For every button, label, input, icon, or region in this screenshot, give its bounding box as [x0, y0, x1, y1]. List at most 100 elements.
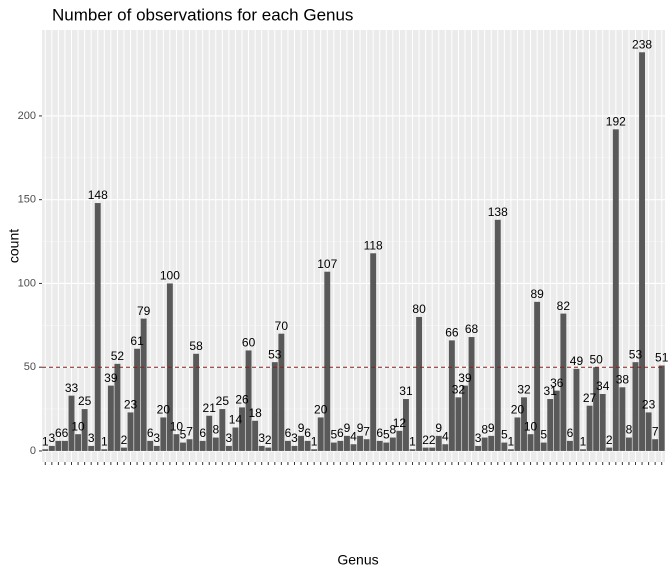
value-label: 6 — [199, 426, 206, 440]
value-label: 3 — [475, 431, 482, 445]
value-label: 18 — [248, 406, 262, 420]
bar — [245, 350, 252, 451]
bar — [389, 437, 396, 451]
bar — [560, 313, 567, 451]
value-label: 14 — [229, 413, 243, 427]
value-label: 70 — [275, 319, 289, 333]
value-label: 4 — [442, 429, 449, 443]
value-label: 8 — [390, 423, 397, 437]
value-label: 192 — [606, 115, 626, 129]
bar — [501, 442, 508, 451]
bar — [311, 449, 318, 451]
bar — [212, 437, 219, 451]
chart-title: Number of observations for each Genus — [52, 5, 353, 24]
value-label: 80 — [412, 302, 426, 316]
value-label: 20 — [157, 403, 171, 417]
value-label: 6 — [55, 426, 62, 440]
bar — [442, 444, 449, 451]
value-label: 8 — [212, 423, 219, 437]
value-label: 3 — [258, 431, 265, 445]
y-tick-label: 50 — [24, 361, 36, 373]
value-label: 20 — [314, 403, 328, 417]
value-label: 9 — [344, 421, 351, 435]
value-label: 2 — [606, 433, 613, 447]
value-label: 34 — [596, 379, 610, 393]
value-label: 21 — [203, 401, 217, 415]
bar — [599, 393, 606, 451]
value-label: 138 — [488, 205, 508, 219]
value-label: 5 — [540, 428, 547, 442]
bar — [291, 445, 298, 451]
bar — [455, 397, 462, 451]
bar — [160, 417, 167, 451]
bar — [134, 348, 141, 451]
bar — [586, 405, 593, 451]
value-label: 39 — [458, 371, 472, 385]
value-label: 5 — [180, 428, 187, 442]
value-label: 6 — [62, 426, 69, 440]
value-label: 32 — [517, 383, 531, 397]
bar — [206, 415, 213, 451]
value-label: 23 — [124, 398, 138, 412]
bar — [271, 362, 278, 451]
bar — [147, 440, 154, 451]
value-label: 66 — [445, 326, 459, 340]
value-label: 3 — [291, 431, 298, 445]
value-label: 25 — [216, 394, 230, 408]
bar — [232, 427, 239, 451]
x-axis-title: Genus — [337, 552, 378, 568]
bar — [284, 440, 291, 451]
value-label: 36 — [550, 376, 564, 390]
bar — [462, 385, 468, 451]
value-label: 9 — [435, 421, 442, 435]
bar — [55, 440, 62, 451]
bar — [534, 301, 541, 451]
y-tick-label: 150 — [18, 194, 36, 206]
bar — [645, 412, 652, 451]
bar — [363, 439, 370, 451]
bar — [94, 203, 101, 451]
value-label: 8 — [481, 423, 488, 437]
value-label: 2 — [265, 433, 272, 447]
bar — [521, 397, 527, 451]
value-label: 51 — [655, 351, 669, 365]
bar — [553, 390, 560, 451]
bar — [632, 362, 639, 451]
value-label: 9 — [357, 421, 364, 435]
value-label: 27 — [583, 391, 597, 405]
value-label: 52 — [111, 349, 125, 363]
bar — [514, 417, 521, 451]
bar — [225, 445, 232, 451]
value-label: 148 — [88, 188, 108, 202]
value-label: 6 — [147, 426, 154, 440]
bar — [62, 440, 68, 451]
bar — [114, 363, 121, 451]
bar — [350, 444, 357, 451]
value-label: 6 — [376, 426, 383, 440]
value-label: 1 — [580, 434, 587, 448]
value-label: 6 — [304, 426, 311, 440]
bar — [593, 367, 600, 451]
bar — [639, 52, 645, 451]
bar — [121, 447, 127, 451]
bar — [199, 440, 206, 451]
bar — [252, 420, 259, 451]
bar — [317, 417, 324, 451]
value-label: 5 — [330, 428, 337, 442]
bar — [580, 449, 586, 451]
bar — [527, 434, 534, 451]
bar — [258, 445, 265, 451]
bar — [376, 440, 383, 451]
bar — [48, 445, 55, 451]
bar — [42, 449, 49, 451]
value-label: 68 — [465, 322, 479, 336]
value-label: 238 — [632, 37, 652, 51]
bar — [619, 387, 626, 451]
value-label: 7 — [186, 424, 193, 438]
bar — [625, 437, 632, 451]
bar — [422, 447, 429, 451]
bar — [606, 447, 613, 451]
bar — [81, 409, 88, 451]
bar — [612, 129, 619, 451]
bar — [324, 271, 331, 451]
